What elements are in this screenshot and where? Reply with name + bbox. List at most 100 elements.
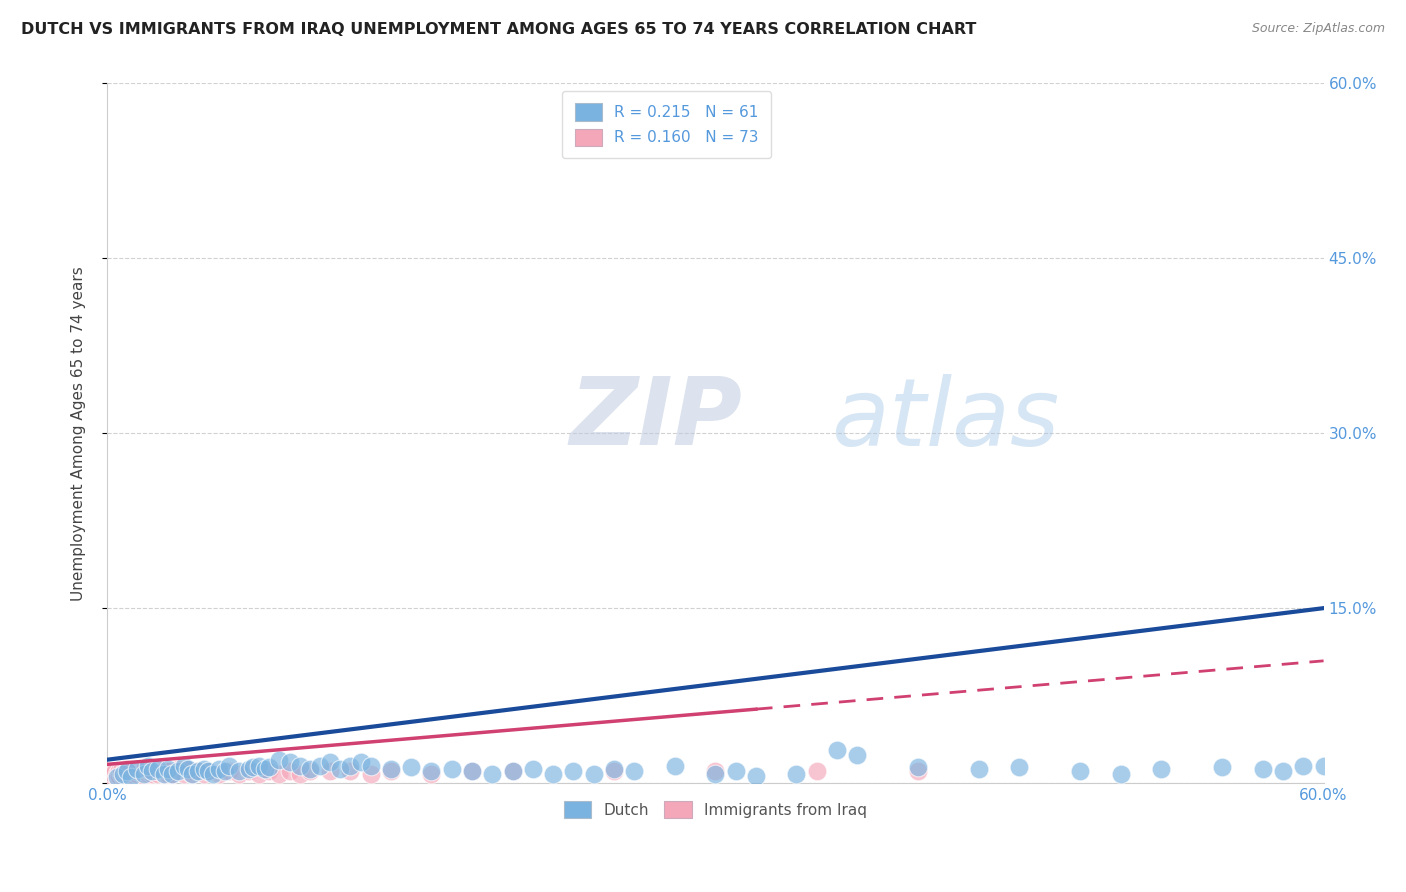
Point <box>1251 762 1274 776</box>
Point <box>806 764 828 779</box>
Point <box>167 762 190 776</box>
Point <box>136 762 159 776</box>
Point <box>461 764 484 779</box>
Point <box>120 766 142 780</box>
Text: atlas: atlas <box>831 374 1059 465</box>
Point <box>319 764 342 779</box>
Point <box>541 766 564 780</box>
Y-axis label: Unemployment Among Ages 65 to 74 years: Unemployment Among Ages 65 to 74 years <box>72 266 86 600</box>
Point <box>1109 766 1132 780</box>
Point <box>420 764 443 779</box>
Point <box>704 766 727 780</box>
Point <box>603 762 626 776</box>
Point <box>207 766 229 780</box>
Point <box>117 769 139 783</box>
Point <box>1069 764 1091 779</box>
Point <box>136 758 159 772</box>
Point <box>278 755 301 769</box>
Point <box>141 764 163 779</box>
Text: Source: ZipAtlas.com: Source: ZipAtlas.com <box>1251 22 1385 36</box>
Point <box>132 766 155 780</box>
Point <box>117 764 139 779</box>
Point <box>173 758 195 772</box>
Point <box>201 766 224 780</box>
Point <box>247 766 270 780</box>
Point <box>104 764 127 779</box>
Point <box>704 764 727 779</box>
Point <box>228 766 250 780</box>
Point <box>117 764 139 779</box>
Point <box>117 766 139 780</box>
Point <box>309 758 332 772</box>
Point <box>319 755 342 769</box>
Point <box>112 770 135 784</box>
Point <box>461 764 484 779</box>
Point <box>623 764 645 779</box>
Point <box>146 762 169 776</box>
Point <box>349 755 371 769</box>
Point <box>167 764 190 779</box>
Point <box>105 766 128 780</box>
Point <box>360 766 382 780</box>
Point <box>156 762 179 776</box>
Point <box>360 758 382 772</box>
Point <box>1211 760 1233 774</box>
Point <box>146 762 169 776</box>
Point <box>110 764 132 779</box>
Point <box>177 762 200 776</box>
Point <box>254 762 277 776</box>
Point <box>156 764 179 779</box>
Point <box>136 762 159 776</box>
Point <box>141 764 163 779</box>
Point <box>187 764 209 779</box>
Point <box>136 764 159 779</box>
Point <box>440 762 463 776</box>
Point <box>907 760 929 774</box>
Point <box>259 760 281 774</box>
Point <box>146 764 169 779</box>
Point <box>269 753 291 767</box>
Point <box>153 766 176 780</box>
Point <box>228 764 250 779</box>
Point <box>582 766 605 780</box>
Point <box>238 764 260 779</box>
Point <box>101 766 124 780</box>
Point <box>825 743 848 757</box>
Point <box>380 762 402 776</box>
Point <box>120 764 142 779</box>
Point <box>156 766 179 780</box>
Point <box>156 769 179 783</box>
Point <box>114 764 136 779</box>
Point <box>562 764 585 779</box>
Point <box>197 764 219 779</box>
Point <box>1008 760 1031 774</box>
Point <box>132 762 155 776</box>
Point <box>132 764 155 779</box>
Point <box>329 762 352 776</box>
Point <box>502 764 524 779</box>
Point <box>181 766 204 780</box>
Point <box>502 764 524 779</box>
Point <box>114 762 136 776</box>
Point <box>1312 758 1334 772</box>
Point <box>298 764 321 779</box>
Point <box>1272 764 1295 779</box>
Point <box>108 764 131 779</box>
Point <box>132 769 155 783</box>
Point <box>141 766 163 780</box>
Point <box>127 762 149 776</box>
Point <box>298 762 321 776</box>
Point <box>173 766 195 780</box>
Point <box>146 766 169 780</box>
Point <box>153 766 176 780</box>
Point <box>167 764 190 779</box>
Point <box>110 766 132 780</box>
Point <box>193 766 215 780</box>
Point <box>187 764 209 779</box>
Point <box>127 764 149 779</box>
Point <box>156 764 179 779</box>
Point <box>399 760 422 774</box>
Point <box>160 766 183 780</box>
Point <box>481 766 503 780</box>
Point <box>380 764 402 779</box>
